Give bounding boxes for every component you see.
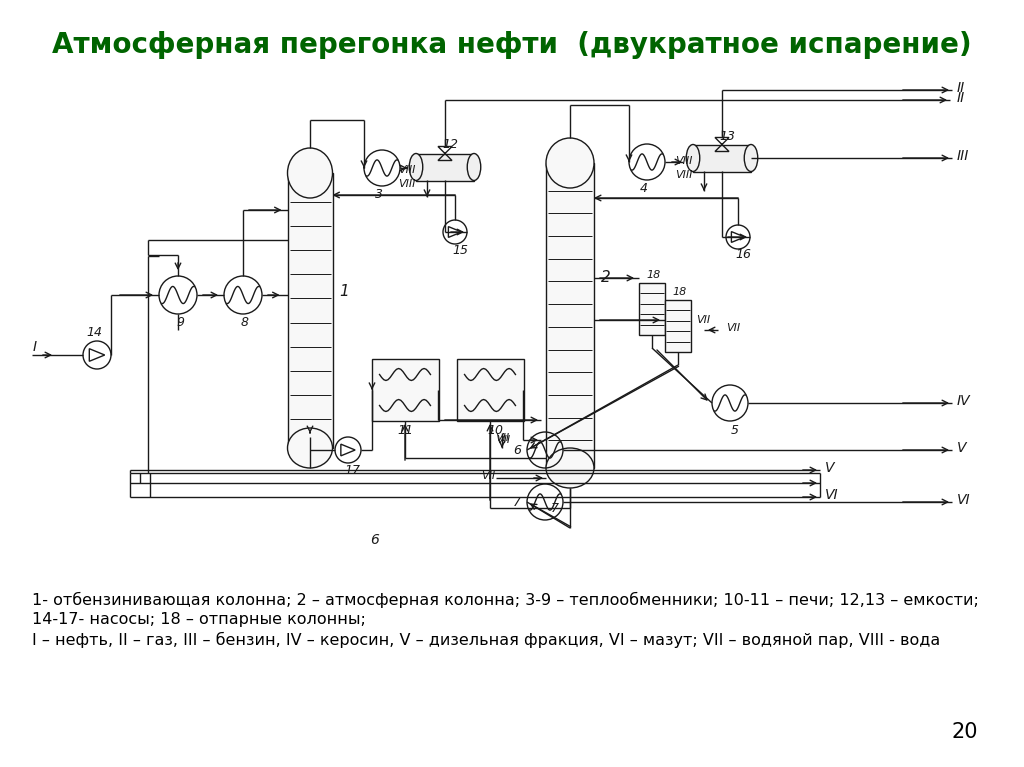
Text: 20: 20 <box>951 722 978 742</box>
Ellipse shape <box>410 153 423 180</box>
Text: 14-17- насосы; 18 – отпарные колонны;: 14-17- насосы; 18 – отпарные колонны; <box>32 612 366 627</box>
Bar <box>639 283 665 335</box>
Text: 8: 8 <box>241 317 249 330</box>
Text: 3: 3 <box>375 187 383 200</box>
Text: 6: 6 <box>371 533 380 547</box>
Text: V: V <box>825 461 835 475</box>
Bar <box>693 144 751 172</box>
Text: 16: 16 <box>735 249 751 262</box>
Text: Атмосферная перегонка нефти  (двукратное испарение): Атмосферная перегонка нефти (двукратное … <box>52 31 972 59</box>
Bar <box>416 153 474 180</box>
Text: V: V <box>957 441 967 455</box>
Ellipse shape <box>546 138 594 188</box>
Text: 12: 12 <box>442 139 458 152</box>
Text: 1: 1 <box>340 285 349 299</box>
Text: 18: 18 <box>647 270 662 280</box>
Text: 1- отбензинивающая колонна; 2 – атмосферная колонна; 3-9 – теплообменники; 10-11: 1- отбензинивающая колонна; 2 – атмосфер… <box>32 592 979 608</box>
Text: VII: VII <box>481 471 496 481</box>
Bar <box>372 359 438 421</box>
Text: 13: 13 <box>719 130 735 143</box>
Text: VIII: VIII <box>675 156 692 166</box>
Text: I: I <box>33 340 37 354</box>
Text: 2: 2 <box>601 271 610 285</box>
Bar <box>546 163 594 468</box>
Text: 5: 5 <box>731 423 739 436</box>
Text: VIII: VIII <box>398 179 416 189</box>
Text: 15: 15 <box>452 243 468 256</box>
Bar <box>288 173 333 448</box>
Ellipse shape <box>467 153 480 180</box>
Text: 11: 11 <box>397 423 413 436</box>
Bar <box>457 359 523 421</box>
Text: VII: VII <box>496 435 510 445</box>
Text: VII: VII <box>696 315 710 325</box>
Text: I – нефть, II – газ, III – бензин, IV – керосин, V – дизельная фракция, VI – маз: I – нефть, II – газ, III – бензин, IV – … <box>32 632 940 648</box>
Text: 18: 18 <box>673 287 687 297</box>
Ellipse shape <box>546 448 594 488</box>
Text: II: II <box>957 91 966 105</box>
Text: 6: 6 <box>513 445 521 457</box>
Text: 10: 10 <box>487 423 503 436</box>
Text: VII: VII <box>726 323 740 333</box>
Text: 7: 7 <box>551 502 559 515</box>
Text: 17: 17 <box>344 463 360 476</box>
Text: II: II <box>957 81 966 95</box>
Text: VIII: VIII <box>398 165 416 175</box>
Ellipse shape <box>288 428 333 468</box>
Text: VI: VI <box>957 493 971 507</box>
Ellipse shape <box>744 144 758 172</box>
Text: 4: 4 <box>640 182 648 195</box>
Text: 7: 7 <box>513 496 521 509</box>
Text: III: III <box>957 149 970 163</box>
Text: VII: VII <box>495 433 509 443</box>
Text: 14: 14 <box>86 327 102 340</box>
Bar <box>665 300 691 352</box>
Ellipse shape <box>686 144 699 172</box>
Text: VI: VI <box>825 488 839 502</box>
Text: 9: 9 <box>176 317 184 330</box>
Ellipse shape <box>288 148 333 198</box>
Text: IV: IV <box>957 394 971 408</box>
Text: VIII: VIII <box>675 170 692 180</box>
